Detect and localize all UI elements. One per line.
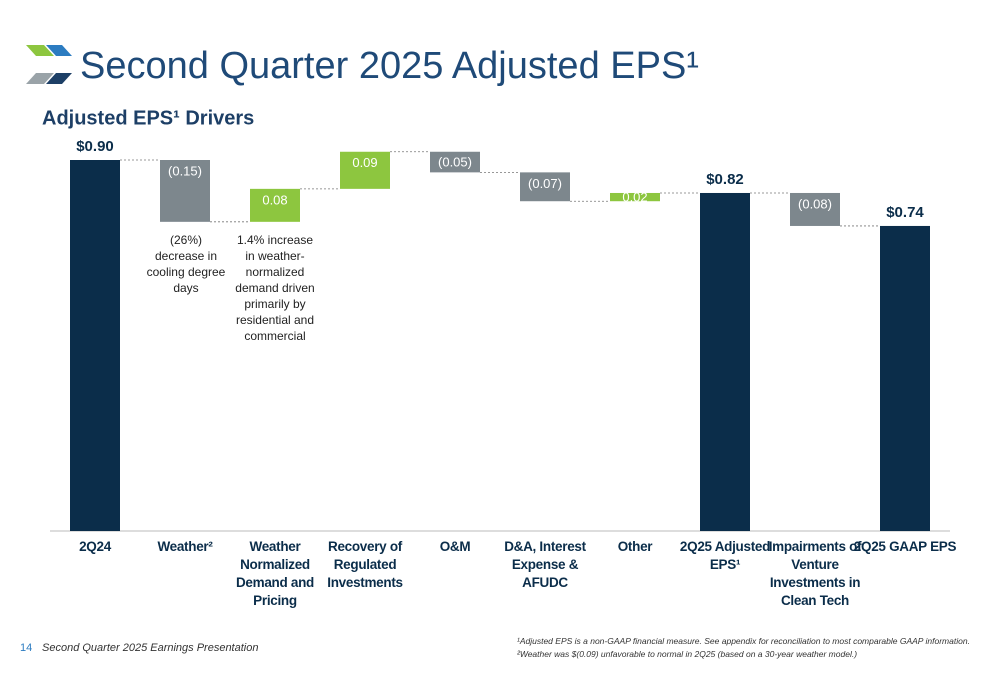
value-label: $0.74	[886, 204, 924, 221]
x-tick-label: Impairments of Venture Investments in Cl…	[768, 539, 862, 608]
value-label: (0.15)	[168, 163, 202, 178]
value-label: 0.08	[262, 192, 287, 207]
value-label: (0.07)	[528, 176, 562, 191]
bar	[250, 188, 300, 222]
page-number: 14	[20, 642, 32, 654]
bar	[430, 151, 480, 173]
x-tick-label: Weather²	[157, 539, 213, 554]
annotation: 1.4% increase in weather-normalized dema…	[235, 233, 315, 343]
bar	[880, 225, 930, 531]
bar	[160, 160, 210, 222]
footnote: ¹Adjusted EPS is a non-GAAP financial me…	[517, 636, 970, 646]
x-tick-label: Recovery of Regulated Investments	[327, 539, 403, 590]
bar	[520, 172, 570, 202]
value-label: (0.05)	[438, 154, 472, 169]
value-label: 0.09	[352, 155, 377, 170]
x-tick-label: 2Q24	[79, 539, 111, 554]
value-label: $0.82	[706, 171, 744, 188]
x-tick-label: O&M	[439, 539, 471, 554]
chart-title: Adjusted EPS¹ Drivers	[42, 107, 254, 129]
x-tick-label: 2Q25 Adjusted EPS¹	[679, 539, 771, 572]
bar	[610, 192, 660, 202]
slide-title: Second Quarter 2025 Adjusted EPS¹	[80, 45, 699, 87]
x-tick-label: Other	[617, 539, 653, 554]
footnote: ²Weather was $(0.09) unfavorable to norm…	[517, 649, 858, 659]
bar	[340, 151, 390, 189]
bar	[790, 192, 840, 226]
footer-text: Second Quarter 2025 Earnings Presentatio…	[42, 642, 258, 654]
bar	[700, 192, 750, 531]
x-tick-label: D&A, Interest Expense & AFUDC	[504, 539, 586, 590]
annotation: (26%) decrease in cooling degree days	[146, 233, 226, 295]
x-tick-label: 2Q25 GAAP EPS	[853, 539, 957, 554]
value-label: 0.02	[622, 190, 647, 205]
x-tick-label: Weather Normalized Demand and Pricing	[235, 539, 314, 608]
value-label: $0.90	[76, 138, 114, 155]
bar	[70, 160, 120, 531]
logo	[26, 45, 72, 84]
value-label: (0.08)	[798, 196, 832, 211]
